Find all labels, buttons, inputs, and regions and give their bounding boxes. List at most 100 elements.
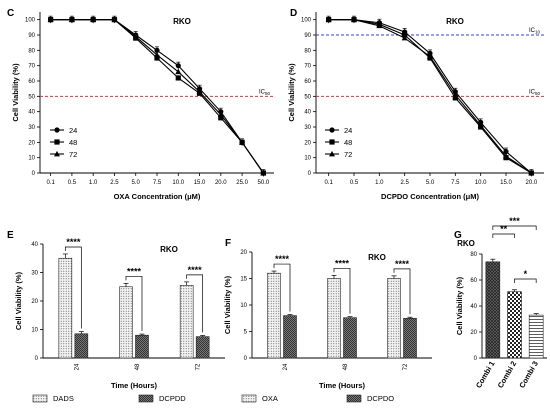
y-tick-label: 10 (31, 328, 38, 334)
x-tick-label: 50.0 (258, 180, 270, 186)
data-point-triangle (351, 16, 357, 23)
x-axis-label: OXA Concentration (μM) (114, 192, 201, 201)
x-axis-label: DCPDO Concentration (μM) (381, 192, 479, 201)
x-tick-label: 72 (403, 363, 409, 370)
data-point-square (329, 139, 335, 145)
panel-letter-f: F (225, 238, 231, 249)
panel-c: C RKO Cell Viability (%) OXA Concentrati… (7, 8, 274, 201)
y-tick-label: 15 (240, 277, 247, 283)
y-axis-label: Cell Viability (%) (223, 275, 232, 334)
panel-letter-d: D (290, 8, 297, 19)
chart-title: RKO (368, 253, 386, 262)
chart-title: RKO (173, 17, 191, 26)
bar-OXA-72 (387, 278, 401, 359)
y-tick-label: 50 (304, 94, 311, 100)
x-tick-label: 5.0 (132, 180, 141, 186)
legend-label: 72 (69, 150, 77, 159)
panel-letter-c: C (7, 8, 14, 19)
y-tick-label: 0 (308, 171, 312, 177)
data-point-triangle (452, 91, 459, 98)
y-tick-label: 0 (244, 356, 248, 362)
y-tick-label: 80 (470, 252, 477, 258)
chart-title: RKO (160, 245, 178, 254)
significance-bracket (492, 225, 537, 230)
bar-DCPDD-24 (74, 333, 89, 359)
y-axis-label: Cell Viability (%) (14, 271, 23, 330)
x-tick-label: 5.0 (426, 180, 435, 186)
data-point-triangle (477, 122, 484, 128)
legend-label: 48 (344, 138, 352, 147)
legend-swatch (346, 394, 362, 403)
y-tick-label: 20 (31, 299, 38, 305)
y-tick-label: 30 (304, 125, 311, 131)
x-tick-label: 25.0 (236, 180, 248, 186)
chart-title: RKO (457, 239, 475, 248)
data-point-triangle (154, 51, 160, 58)
bar-DADS-48 (119, 286, 133, 359)
data-point-circle (175, 63, 181, 69)
y-tick-label: 10 (240, 303, 247, 309)
significance-label: **** (66, 237, 81, 247)
bar-DCPDO-72 (403, 317, 417, 359)
y-tick-label: 20 (240, 250, 247, 256)
x-tick-label: 0.1 (324, 180, 333, 186)
reference-line-label: IC50 (529, 89, 541, 96)
panel-letter-g: G (454, 230, 462, 241)
data-point-square (175, 75, 181, 81)
y-axis-label: Cell Viability (%) (11, 63, 20, 122)
y-tick-label: 70 (304, 64, 311, 70)
x-tick-label: 20.0 (215, 180, 227, 186)
y-tick-label: 90 (28, 33, 35, 39)
x-tick-label: 72 (196, 363, 202, 370)
x-tick-label: 24 (74, 363, 80, 370)
significance-label: **** (395, 259, 410, 269)
significance-label: **** (188, 265, 203, 275)
x-tick-label: Combi 3 (517, 360, 540, 390)
reference-line-subscript: 50 (265, 91, 271, 96)
data-point-triangle (239, 139, 246, 145)
legend-swatch (32, 394, 48, 403)
panel-d: D RKO Cell Viability (%) DCPDO Concentra… (287, 8, 544, 201)
data-point-triangle (325, 16, 332, 23)
data-point-triangle (528, 169, 535, 176)
y-tick-label: 20 (28, 140, 35, 146)
legend-label: 24 (69, 126, 77, 135)
y-tick-label: 10 (28, 156, 35, 162)
data-point-triangle (175, 68, 182, 75)
y-tick-label: 60 (304, 79, 311, 85)
data-point-triangle (427, 53, 433, 59)
data-point-triangle (90, 16, 97, 23)
data-point-triangle (329, 150, 335, 157)
significance-label: ** (500, 224, 508, 234)
y-tick-label: 80 (28, 48, 35, 54)
data-point-triangle (503, 153, 509, 159)
significance-label: * (524, 269, 528, 279)
x-tick-label: Combi 2 (496, 360, 519, 390)
significance-label: **** (127, 266, 142, 276)
x-tick-label: 20.0 (525, 180, 537, 186)
significance-label: **** (335, 258, 350, 268)
reference-line-label: IC10 (529, 28, 541, 35)
y-tick-label: 90 (304, 33, 311, 39)
legend-label: 24 (344, 126, 352, 135)
y-tick-label: 100 (25, 18, 36, 24)
bar-DCPDD-72 (195, 336, 210, 359)
y-tick-label: 0 (474, 356, 478, 362)
y-tick-label: 50 (28, 94, 35, 100)
reference-line-subscript: 10 (535, 30, 541, 35)
y-tick-label: 20 (470, 330, 477, 336)
significance-bracket (186, 274, 204, 333)
chart-title: RKO (446, 17, 464, 26)
data-point-triangle (54, 150, 60, 157)
x-tick-label: 7.5 (153, 180, 162, 186)
data-point-triangle (401, 34, 408, 41)
panel-letter-e: E (7, 230, 14, 241)
x-tick-label: 10.0 (172, 180, 184, 186)
y-tick-label: 0 (35, 356, 39, 362)
x-tick-label: 0.5 (350, 180, 359, 186)
bar-DCPDO-24 (283, 315, 297, 359)
legend-label: 72 (344, 150, 352, 159)
data-point-square (54, 139, 60, 145)
bar-OXA-24 (267, 272, 281, 359)
data-point-triangle (217, 111, 224, 118)
